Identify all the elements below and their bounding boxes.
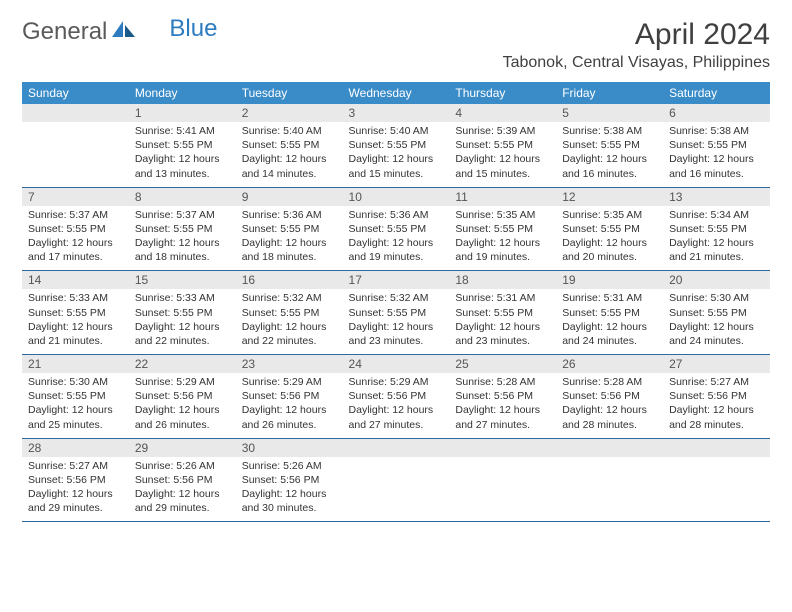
weekday-header: Sunday [22,82,129,104]
day-number-cell: 20 [663,271,770,290]
day-number-cell: 11 [449,187,556,206]
day-content-cell: Sunrise: 5:27 AMSunset: 5:56 PMDaylight:… [663,373,770,438]
day-number-cell: 12 [556,187,663,206]
day-content-cell: Sunrise: 5:36 AMSunset: 5:55 PMDaylight:… [343,206,450,271]
day-number-cell: 23 [236,355,343,374]
day-content-cell: Sunrise: 5:37 AMSunset: 5:55 PMDaylight:… [129,206,236,271]
day-number-cell: 18 [449,271,556,290]
logo-text-blue: Blue [169,15,217,43]
day-content-row: Sunrise: 5:27 AMSunset: 5:56 PMDaylight:… [22,457,770,522]
day-number-cell: 6 [663,104,770,122]
day-content-cell [556,457,663,522]
day-content-row: Sunrise: 5:37 AMSunset: 5:55 PMDaylight:… [22,206,770,271]
day-content-cell [22,122,129,187]
day-content-cell: Sunrise: 5:35 AMSunset: 5:55 PMDaylight:… [449,206,556,271]
day-number-cell [663,438,770,457]
day-number-cell: 13 [663,187,770,206]
day-number-cell: 2 [236,104,343,122]
logo-sail-icon [111,18,137,46]
day-number-cell: 7 [22,187,129,206]
calendar-table: Sunday Monday Tuesday Wednesday Thursday… [22,82,770,522]
day-content-cell: Sunrise: 5:34 AMSunset: 5:55 PMDaylight:… [663,206,770,271]
day-number-cell: 27 [663,355,770,374]
weekday-header: Monday [129,82,236,104]
day-number-row: 14151617181920 [22,271,770,290]
day-number-cell: 26 [556,355,663,374]
day-content-cell: Sunrise: 5:28 AMSunset: 5:56 PMDaylight:… [449,373,556,438]
day-number-cell: 1 [129,104,236,122]
day-content-row: Sunrise: 5:30 AMSunset: 5:55 PMDaylight:… [22,373,770,438]
day-number-cell: 17 [343,271,450,290]
day-content-cell: Sunrise: 5:33 AMSunset: 5:55 PMDaylight:… [22,289,129,354]
day-number-cell: 29 [129,438,236,457]
day-content-cell: Sunrise: 5:28 AMSunset: 5:56 PMDaylight:… [556,373,663,438]
day-content-cell: Sunrise: 5:29 AMSunset: 5:56 PMDaylight:… [343,373,450,438]
day-number-cell [343,438,450,457]
logo-text-general: General [22,18,107,46]
day-content-cell: Sunrise: 5:39 AMSunset: 5:55 PMDaylight:… [449,122,556,187]
day-content-row: Sunrise: 5:41 AMSunset: 5:55 PMDaylight:… [22,122,770,187]
month-title: April 2024 [503,18,770,52]
day-content-cell: Sunrise: 5:27 AMSunset: 5:56 PMDaylight:… [22,457,129,522]
day-content-cell: Sunrise: 5:29 AMSunset: 5:56 PMDaylight:… [236,373,343,438]
day-content-cell: Sunrise: 5:33 AMSunset: 5:55 PMDaylight:… [129,289,236,354]
day-number-cell: 28 [22,438,129,457]
day-number-cell [556,438,663,457]
day-number-cell: 30 [236,438,343,457]
day-content-cell [663,457,770,522]
day-content-cell: Sunrise: 5:31 AMSunset: 5:55 PMDaylight:… [449,289,556,354]
day-content-cell: Sunrise: 5:37 AMSunset: 5:55 PMDaylight:… [22,206,129,271]
day-number-cell: 16 [236,271,343,290]
day-number-cell: 22 [129,355,236,374]
day-number-cell: 3 [343,104,450,122]
day-content-cell: Sunrise: 5:30 AMSunset: 5:55 PMDaylight:… [22,373,129,438]
title-block: April 2024 Tabonok, Central Visayas, Phi… [503,18,770,72]
day-number-row: 78910111213 [22,187,770,206]
day-number-cell: 14 [22,271,129,290]
location-text: Tabonok, Central Visayas, Philippines [503,54,770,72]
day-content-cell [449,457,556,522]
day-content-cell: Sunrise: 5:35 AMSunset: 5:55 PMDaylight:… [556,206,663,271]
day-number-cell: 9 [236,187,343,206]
day-number-cell: 21 [22,355,129,374]
day-content-cell: Sunrise: 5:40 AMSunset: 5:55 PMDaylight:… [343,122,450,187]
day-content-cell: Sunrise: 5:32 AMSunset: 5:55 PMDaylight:… [343,289,450,354]
day-number-cell: 8 [129,187,236,206]
day-number-cell [449,438,556,457]
day-number-cell: 4 [449,104,556,122]
header: General Blue April 2024 Tabonok, Central… [22,18,770,72]
day-number-row: 123456 [22,104,770,122]
day-number-cell: 5 [556,104,663,122]
weekday-header: Thursday [449,82,556,104]
day-content-cell: Sunrise: 5:26 AMSunset: 5:56 PMDaylight:… [129,457,236,522]
day-content-cell: Sunrise: 5:30 AMSunset: 5:55 PMDaylight:… [663,289,770,354]
day-content-cell: Sunrise: 5:32 AMSunset: 5:55 PMDaylight:… [236,289,343,354]
day-content-cell: Sunrise: 5:36 AMSunset: 5:55 PMDaylight:… [236,206,343,271]
day-number-cell: 10 [343,187,450,206]
day-content-cell: Sunrise: 5:41 AMSunset: 5:55 PMDaylight:… [129,122,236,187]
day-content-cell: Sunrise: 5:38 AMSunset: 5:55 PMDaylight:… [556,122,663,187]
day-number-cell: 24 [343,355,450,374]
logo: General Blue [22,18,217,46]
day-number-row: 282930 [22,438,770,457]
day-content-cell: Sunrise: 5:38 AMSunset: 5:55 PMDaylight:… [663,122,770,187]
day-number-cell: 19 [556,271,663,290]
weekday-header: Friday [556,82,663,104]
day-number-row: 21222324252627 [22,355,770,374]
day-number-cell [22,104,129,122]
day-content-cell: Sunrise: 5:40 AMSunset: 5:55 PMDaylight:… [236,122,343,187]
day-content-cell: Sunrise: 5:31 AMSunset: 5:55 PMDaylight:… [556,289,663,354]
day-content-cell: Sunrise: 5:29 AMSunset: 5:56 PMDaylight:… [129,373,236,438]
weekday-header-row: Sunday Monday Tuesday Wednesday Thursday… [22,82,770,104]
day-number-cell: 25 [449,355,556,374]
day-number-cell: 15 [129,271,236,290]
weekday-header: Wednesday [343,82,450,104]
weekday-header: Tuesday [236,82,343,104]
day-content-cell: Sunrise: 5:26 AMSunset: 5:56 PMDaylight:… [236,457,343,522]
day-content-row: Sunrise: 5:33 AMSunset: 5:55 PMDaylight:… [22,289,770,354]
weekday-header: Saturday [663,82,770,104]
day-content-cell [343,457,450,522]
